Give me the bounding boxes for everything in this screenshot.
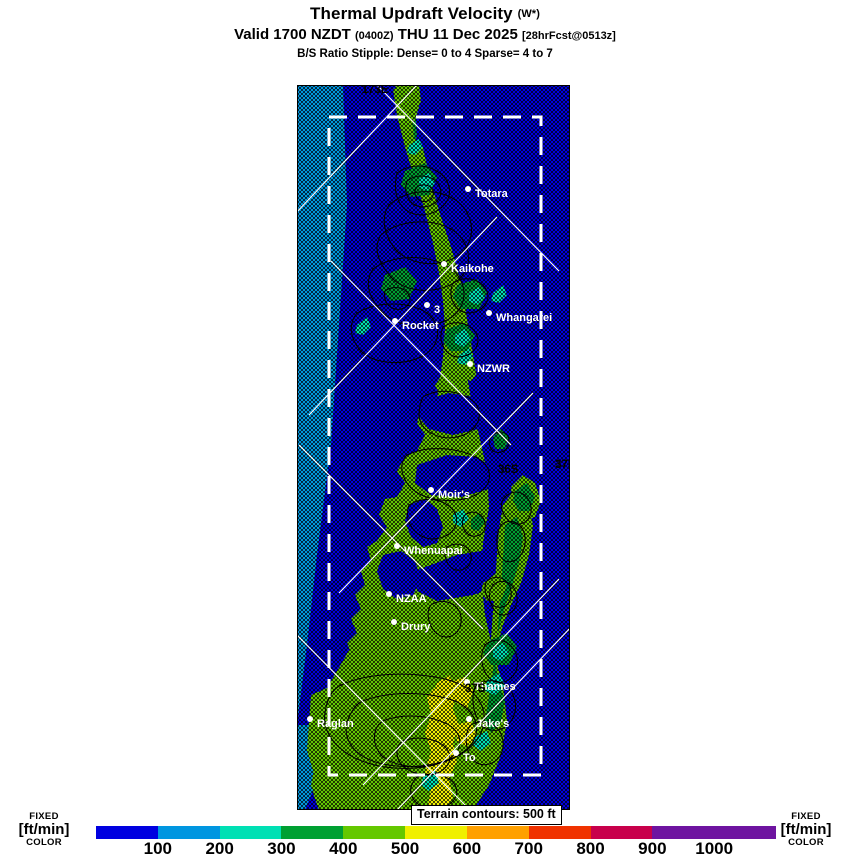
graticule-label: 36S xyxy=(498,464,519,476)
color-bar[interactable] xyxy=(96,826,776,839)
graticule-label: 35S xyxy=(569,244,570,256)
station-label: Kaikohe xyxy=(451,263,494,275)
station-label: Moir's xyxy=(438,489,470,501)
scale-left-units-label: [ft/min] xyxy=(18,821,70,838)
station-marker[interactable] xyxy=(428,487,434,493)
color-bar-area[interactable]: 100 200 300 400 500 600 700 800 900 1000 xyxy=(96,826,776,860)
valid-utc-time: (0400Z) xyxy=(355,30,394,42)
color-bar-band xyxy=(405,826,467,839)
stipple-dense-overlay xyxy=(297,85,570,810)
station-label: Thames xyxy=(474,681,516,693)
station-marker[interactable] xyxy=(441,261,447,267)
station-label: Whangarei xyxy=(496,312,552,324)
station-marker[interactable] xyxy=(466,716,472,722)
forecast-map[interactable]: Totara Kaikohe 3 Rocket Whangarei NZWR Moir's W… xyxy=(297,85,570,810)
color-bar-band xyxy=(157,826,220,839)
scale-right-top-label: FIXED xyxy=(791,811,821,822)
color-bar-band xyxy=(590,826,653,839)
color-bar-band xyxy=(96,826,158,839)
station-marker[interactable] xyxy=(386,591,392,597)
color-bar-band xyxy=(714,826,776,839)
station-label: NZWR xyxy=(477,363,510,375)
station-label: Rocket xyxy=(402,320,439,332)
station-marker[interactable] xyxy=(486,310,492,316)
station-marker[interactable] xyxy=(424,302,430,308)
color-bar-ticks: 100 200 300 400 500 600 700 800 900 1000 xyxy=(96,839,776,860)
station-marker[interactable] xyxy=(464,679,470,685)
scale-left-top-label: FIXED xyxy=(29,811,59,822)
color-bar-tick-label: 400 xyxy=(329,839,358,858)
color-bar-tick-label: 100 xyxy=(143,839,172,858)
graticule-label: 173E xyxy=(362,85,389,96)
graticule-label: 37S xyxy=(555,459,570,471)
station-marker[interactable] xyxy=(465,186,471,192)
station-marker[interactable] xyxy=(467,361,473,367)
color-bar-tick-label: 800 xyxy=(576,839,605,858)
scale-legend-left: FIXED [ft/min] COLOR xyxy=(8,812,80,848)
station-marker[interactable] xyxy=(307,716,313,722)
valid-time-line: Valid 1700 NZDT (0400Z) THU 11 Dec 2025 … xyxy=(0,25,850,46)
color-bar-band xyxy=(281,826,344,839)
color-bar-tick-label: 900 xyxy=(638,839,667,858)
station-label: 3 xyxy=(434,304,440,316)
station-markers-layer: Totara Kaikohe 3 Rocket Whangarei NZWR Moir's W… xyxy=(307,186,552,764)
station-label: Totara xyxy=(475,188,509,200)
station-label: Drury xyxy=(401,621,431,633)
scale-right-units-label: [ft/min] xyxy=(780,821,832,838)
color-bar-band xyxy=(528,826,591,839)
color-bar-tick-label: 200 xyxy=(205,839,234,858)
terrain-contour-legend: Terrain contours: 500 ft xyxy=(411,805,562,825)
color-bar-band xyxy=(219,826,282,839)
valid-date: THU 11 Dec 2025 xyxy=(397,26,518,43)
scale-legend-right: FIXED [ft/min] COLOR xyxy=(770,812,842,848)
color-bar-band xyxy=(466,826,529,839)
valid-local-time: Valid 1700 NZDT xyxy=(234,26,351,43)
color-bar-tick-label: 500 xyxy=(390,839,420,858)
color-bar-band xyxy=(343,826,406,839)
station-label: Whenuapai xyxy=(404,545,463,557)
page-title: Thermal Updraft Velocity (W*) xyxy=(0,4,850,24)
color-bar-tick-label: 700 xyxy=(514,839,543,858)
color-scale-row: FIXED [ft/min] COLOR 100 200 300 400 500 600 7… xyxy=(0,812,850,860)
station-marker[interactable] xyxy=(394,543,400,549)
graticule-labels-layer: 173E35S36S36S37S37S38S xyxy=(362,85,570,695)
station-marker[interactable] xyxy=(391,619,397,625)
color-bar-tick-label: 1000 xyxy=(695,839,734,858)
title-text: Thermal Updraft Velocity xyxy=(310,4,513,23)
terrain-contours xyxy=(324,165,532,810)
map-raster: Totara Kaikohe 3 Rocket Whangarei NZWR Moir's W… xyxy=(297,85,570,810)
station-label: NZAA xyxy=(396,593,427,605)
color-bar-band xyxy=(652,826,715,839)
color-bar-tick-label: 300 xyxy=(267,839,296,858)
station-label: Raglan xyxy=(317,718,354,730)
graticule-label: 37S xyxy=(465,683,486,695)
station-label: To xyxy=(463,752,476,764)
header: Thermal Updraft Velocity (W*) Valid 1700… xyxy=(0,0,850,62)
graticule xyxy=(297,85,570,810)
color-bar-tick-label: 600 xyxy=(452,839,482,858)
scale-right-bottom-label: COLOR xyxy=(788,837,824,848)
station-marker[interactable] xyxy=(392,318,398,324)
title-subscript: (W*) xyxy=(517,8,540,20)
station-label: Jake's xyxy=(476,718,509,730)
stipple-legend-note: B/S Ratio Stipple: Dense= 0 to 4 Sparse=… xyxy=(297,48,553,60)
scale-left-bottom-label: COLOR xyxy=(26,837,62,848)
forecast-tag: [28hrFcst@0513z] xyxy=(521,30,616,42)
station-marker[interactable] xyxy=(453,750,459,756)
